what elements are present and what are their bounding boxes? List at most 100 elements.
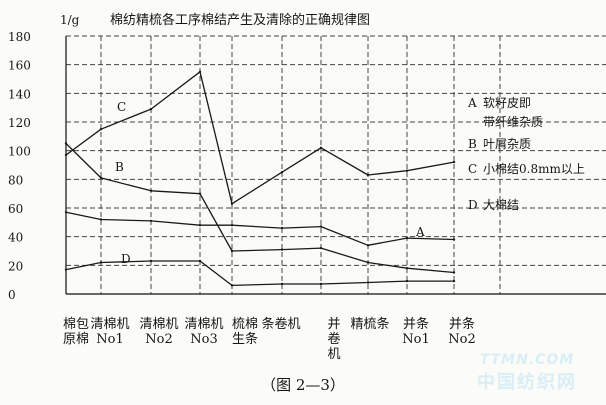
data-point-B — [366, 261, 370, 264]
legend-text-D: 大棉结 — [483, 198, 519, 212]
data-point-A — [280, 226, 284, 230]
legend-text-C: 小棉结0.8mm以上 — [483, 162, 585, 176]
series-label-A: A — [415, 225, 425, 239]
x-tick-label-line: 清棉机 — [139, 317, 178, 332]
x-tick-label-line: 清棉机 — [184, 317, 223, 332]
watermark-site-name: 中国纺织网 — [477, 372, 577, 393]
data-point-D — [230, 284, 234, 287]
x-tick-label-line: No1 — [96, 332, 123, 347]
x-tick-label-line: 条卷机 — [261, 316, 300, 332]
data-point-B — [230, 249, 234, 253]
data-point-C — [280, 171, 284, 174]
legend-text-A: 带纤维杂质 — [483, 115, 543, 129]
data-point-A — [452, 238, 456, 241]
data-point-B — [149, 189, 153, 192]
figure-caption: （图 2—3） — [261, 376, 345, 394]
data-point-D — [99, 261, 103, 264]
data-point-C — [64, 153, 68, 157]
data-point-D — [149, 259, 153, 263]
x-tick-label-line: 清棉机 — [90, 317, 129, 332]
legend-key-B: B — [468, 137, 477, 151]
y-tick-label: 60 — [8, 202, 23, 216]
chart-title: 棉纺精梳各工序棉结产生及清除的正确规律图 — [110, 12, 370, 28]
x-tick-label-line: No3 — [190, 332, 217, 347]
x-tick-label-line: 卷 — [327, 331, 340, 347]
data-point-A — [64, 211, 68, 214]
data-point-D — [366, 281, 370, 284]
x-tick-label-line: 梳棉 — [232, 317, 258, 332]
data-point-A — [366, 244, 370, 247]
y-tick-label: 40 — [8, 231, 23, 245]
x-tick-label-9: 并条 No2 — [448, 316, 475, 347]
data-point-D — [198, 259, 202, 263]
data-point-B — [405, 267, 409, 270]
x-tick-label-line: 机 — [327, 347, 340, 362]
x-tick-label-line: 并条 — [403, 316, 429, 332]
x-tick-label-line: 原棉 — [63, 332, 89, 347]
series-label-D: D — [121, 252, 131, 266]
series-line-B — [65, 143, 455, 274]
x-tick-label-line: 精梳条 — [350, 316, 389, 332]
y-tick-label: 140 — [8, 87, 31, 101]
x-tick-label-line: No2 — [145, 332, 172, 347]
data-point-C — [452, 160, 456, 164]
data-point-B — [99, 176, 103, 180]
data-point-C — [405, 169, 409, 172]
y-axis-unit: 1/g — [60, 13, 80, 27]
x-tick-label-line: 并 — [327, 317, 340, 332]
x-tick-label-7: 精梳条 — [350, 316, 389, 332]
data-point-C — [230, 202, 234, 205]
data-point-A — [149, 219, 153, 223]
data-point-C — [198, 70, 202, 74]
x-tick-label-0: 棉包原棉 — [63, 317, 89, 347]
data-point-B — [64, 142, 68, 145]
x-tick-label-line: No1 — [402, 332, 429, 347]
y-tick-label: 100 — [8, 145, 31, 159]
x-tick-label-8: 并条 No1 — [402, 316, 429, 347]
data-point-A — [319, 225, 323, 228]
data-point-A — [405, 236, 409, 240]
legend-key-A: A — [467, 96, 477, 110]
y-tick-label: 160 — [8, 59, 31, 73]
data-point-A — [198, 224, 202, 227]
data-point-D — [280, 282, 284, 286]
x-tick-label-2: 清棉机 No2 — [139, 317, 178, 347]
x-tick-label-5: 条卷机 — [261, 316, 300, 332]
data-point-C — [99, 128, 103, 131]
y-tick-label: 20 — [8, 259, 23, 273]
x-tick-label-3: 清棉机 No3 — [184, 317, 223, 347]
data-point-B — [280, 248, 284, 251]
data-point-A — [230, 224, 234, 227]
legend-text-B: 叶屑杂质 — [483, 137, 531, 151]
data-point-C — [366, 173, 370, 177]
data-point-B — [198, 192, 202, 195]
data-point-D — [64, 268, 68, 271]
x-tick-label-4: 梳棉生条 — [232, 317, 258, 347]
series-label-B: B — [115, 160, 124, 174]
data-point-A — [99, 218, 103, 221]
x-tick-label-1: 清棉机 No1 — [90, 317, 129, 347]
y-tick-label: 0 — [8, 288, 16, 302]
watermark-domain: TTMN.COM — [479, 352, 575, 368]
series-line-C — [65, 71, 455, 205]
series-label-C: C — [117, 100, 126, 114]
data-point-D — [452, 279, 456, 283]
legend-key-C: C — [468, 162, 477, 176]
x-tick-label-line: 棉包 — [63, 317, 89, 332]
data-point-B — [319, 246, 323, 250]
data-point-D — [319, 282, 323, 286]
series-line-D — [65, 260, 454, 287]
y-tick-label: 180 — [8, 30, 31, 44]
x-tick-label-line: No2 — [448, 332, 475, 347]
y-tick-label: 120 — [8, 116, 31, 130]
legend-text-A: 软籽皮即 — [483, 96, 531, 110]
y-tick-label: 80 — [8, 173, 23, 187]
data-point-B — [452, 271, 456, 274]
watermark: TTMN.COM 中国纺织网 — [452, 352, 602, 394]
data-point-C — [319, 146, 323, 149]
x-tick-label-6: 并卷机 — [327, 317, 340, 362]
data-point-D — [405, 279, 409, 283]
x-tick-label-line: 并条 — [449, 316, 475, 332]
data-point-C — [149, 107, 153, 111]
